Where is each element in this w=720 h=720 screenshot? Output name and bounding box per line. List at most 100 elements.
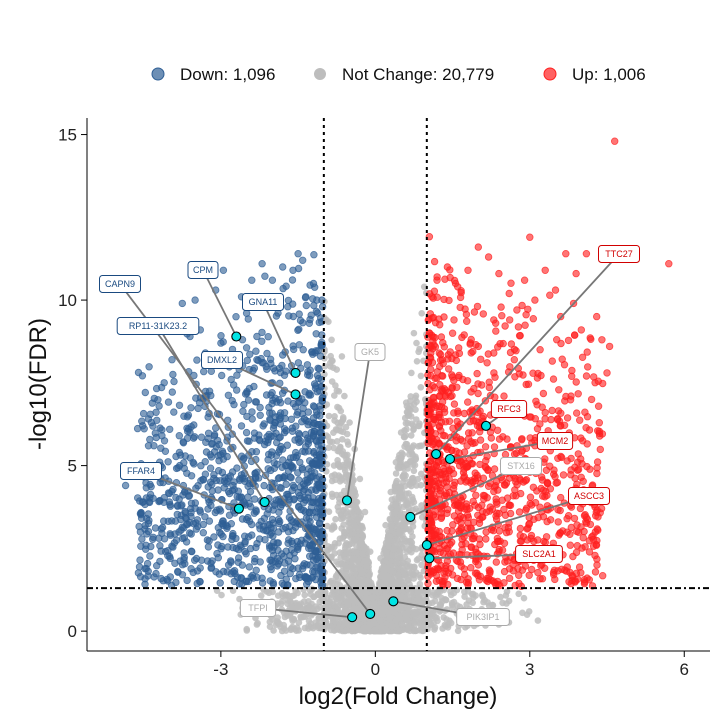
gene-point xyxy=(388,622,396,630)
gene-point xyxy=(279,525,287,533)
gene-point xyxy=(141,388,149,397)
gene-point xyxy=(304,421,312,429)
gene-point xyxy=(204,413,212,421)
gene-point xyxy=(380,563,388,570)
gene-point xyxy=(224,391,233,399)
gene-point xyxy=(312,437,321,446)
gene-point xyxy=(392,616,400,624)
gene-point xyxy=(263,349,271,358)
gene-point xyxy=(288,539,296,548)
gene-point xyxy=(330,444,338,452)
gene-point xyxy=(296,316,305,325)
gene-point xyxy=(519,609,526,617)
gene-point xyxy=(310,301,318,310)
gene-point xyxy=(448,527,456,535)
gene-point xyxy=(297,536,306,544)
gene-point xyxy=(405,451,413,458)
gene-point xyxy=(397,512,405,519)
gene-point xyxy=(329,357,336,365)
gene-point xyxy=(264,505,273,513)
gene-point xyxy=(137,542,145,550)
gene-point xyxy=(493,426,502,434)
gene-point xyxy=(596,445,604,454)
gene-point xyxy=(363,563,370,570)
gene-point xyxy=(397,585,405,593)
gene-point xyxy=(144,527,153,536)
gene-point xyxy=(546,291,554,299)
gene-point xyxy=(401,443,408,450)
gene-point xyxy=(274,619,281,627)
gene-point xyxy=(410,610,418,618)
gene-point xyxy=(175,401,184,409)
gene-point xyxy=(579,534,587,542)
gene-point xyxy=(353,549,360,557)
gene-point xyxy=(152,433,160,442)
gene-point xyxy=(404,465,412,472)
gene-point xyxy=(257,517,265,526)
gene-point xyxy=(309,461,317,469)
gene-point xyxy=(339,535,347,542)
legend-none-swatch xyxy=(314,68,326,80)
gene-point xyxy=(170,377,178,386)
gene-point xyxy=(241,547,249,556)
gene-point xyxy=(306,391,315,399)
gene-point xyxy=(348,516,355,523)
gene-point xyxy=(215,440,223,449)
gene-point xyxy=(503,600,510,607)
gene-point xyxy=(412,627,419,635)
gene-point xyxy=(362,557,370,565)
gene-point xyxy=(400,566,407,574)
gene-point xyxy=(164,577,172,585)
gene-point xyxy=(392,470,400,477)
gene-point xyxy=(145,516,153,525)
gene-point xyxy=(409,461,417,469)
gene-point xyxy=(415,348,422,356)
gene-point xyxy=(289,463,297,471)
gene-point xyxy=(267,563,275,571)
gene-point xyxy=(217,332,225,340)
gene-point xyxy=(390,552,397,559)
gene-point xyxy=(379,570,387,578)
gene-point xyxy=(134,569,143,577)
gene-point xyxy=(413,398,420,406)
gene-point xyxy=(539,492,547,500)
gene-point xyxy=(216,579,224,587)
gene-point xyxy=(306,541,314,550)
gene-point xyxy=(366,572,373,579)
gene-point xyxy=(534,617,542,624)
gene-point xyxy=(193,356,201,364)
gene-point xyxy=(240,499,249,508)
gene-point xyxy=(450,598,458,606)
gene-point xyxy=(144,572,152,580)
gene-point xyxy=(168,542,176,550)
legend-down-swatch xyxy=(151,67,165,81)
gene-point xyxy=(479,593,487,600)
gene-point xyxy=(333,426,341,434)
legend-up-label: Up: 1,006 xyxy=(572,65,646,84)
gene-point xyxy=(272,429,280,437)
gene-point xyxy=(348,510,356,517)
gene-point xyxy=(467,564,475,572)
gene-point xyxy=(296,437,305,445)
gene-point xyxy=(266,544,274,552)
gene-point xyxy=(138,417,146,425)
gene-point xyxy=(320,616,328,623)
gene-point xyxy=(382,551,390,558)
gene-point xyxy=(197,462,205,470)
gene-point xyxy=(339,414,347,421)
gene-point xyxy=(196,577,204,586)
gene-point xyxy=(176,451,185,459)
gene-point xyxy=(412,456,419,463)
gene-point xyxy=(312,513,321,521)
gene-point xyxy=(220,484,228,492)
gene-point xyxy=(539,389,548,398)
gene-point xyxy=(300,414,308,423)
gene-point xyxy=(415,555,422,562)
gene-point xyxy=(274,474,283,483)
gene-point xyxy=(290,495,298,503)
gene-point xyxy=(214,467,223,475)
gene-point xyxy=(482,508,491,516)
gene-point xyxy=(279,597,286,605)
gene-point xyxy=(346,460,353,468)
